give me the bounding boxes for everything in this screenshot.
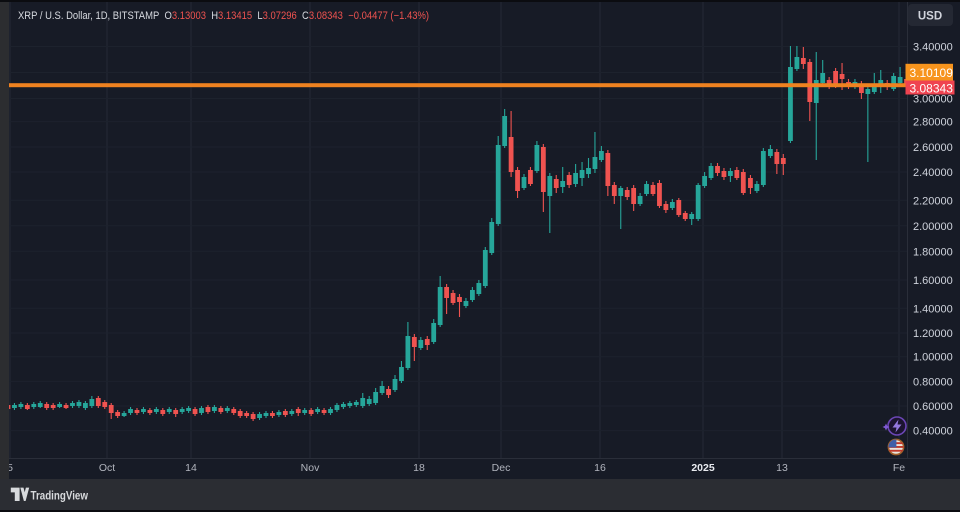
svg-text:13: 13 — [776, 462, 788, 474]
svg-text:2.60000: 2.60000 — [913, 142, 953, 154]
svg-text:USD: USD — [918, 11, 942, 23]
svg-text:Dec: Dec — [492, 462, 511, 474]
svg-text:Fe: Fe — [893, 462, 905, 474]
svg-text:TradingView: TradingView — [31, 489, 89, 503]
svg-text:Nov: Nov — [301, 462, 320, 474]
svg-text:0.80000: 0.80000 — [913, 376, 953, 388]
svg-text:XRP / U.S. Dollar, 1D, BITSTAM: XRP / U.S. Dollar, 1D, BITSTAMP O3.13003… — [18, 10, 429, 22]
svg-text:18: 18 — [413, 462, 425, 474]
svg-text:1.20000: 1.20000 — [913, 328, 953, 340]
svg-text:5: 5 — [7, 462, 13, 474]
svg-text:16: 16 — [594, 462, 606, 474]
svg-text:1.60000: 1.60000 — [913, 275, 953, 287]
svg-text:2.40000: 2.40000 — [913, 167, 953, 179]
svg-text:2.00000: 2.00000 — [913, 221, 953, 233]
svg-text:1.00000: 1.00000 — [913, 352, 953, 364]
svg-text:3.08343: 3.08343 — [910, 81, 954, 95]
svg-text:2.80000: 2.80000 — [913, 117, 953, 129]
svg-text:Oct: Oct — [99, 462, 115, 474]
svg-text:3.40000: 3.40000 — [913, 42, 953, 54]
svg-text:1.80000: 1.80000 — [913, 246, 953, 258]
svg-text:14: 14 — [185, 462, 197, 474]
svg-text:0.40000: 0.40000 — [913, 426, 953, 438]
svg-text:1.40000: 1.40000 — [913, 303, 953, 315]
svg-text:2.20000: 2.20000 — [913, 195, 953, 207]
svg-text:0.60000: 0.60000 — [913, 401, 953, 413]
svg-text:3.00000: 3.00000 — [913, 94, 953, 106]
svg-text:2025: 2025 — [691, 462, 715, 474]
svg-text:3.10109: 3.10109 — [910, 66, 954, 80]
